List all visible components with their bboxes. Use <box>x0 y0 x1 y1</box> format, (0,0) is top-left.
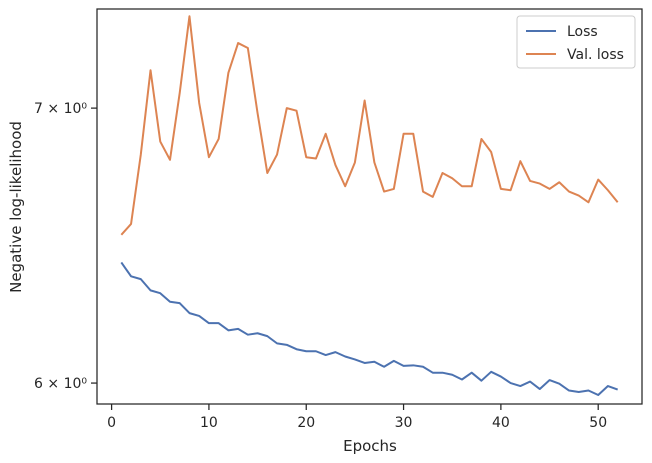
x-tick-label: 40 <box>492 415 510 431</box>
x-axis-ticks: 0 10 20 30 40 50 <box>107 404 607 431</box>
x-tick-label: 30 <box>395 415 413 431</box>
x-tick-label: 20 <box>297 415 315 431</box>
legend-label-val-loss: Val. loss <box>567 47 624 63</box>
x-tick-label: 50 <box>589 415 607 431</box>
plot-lines <box>120 15 619 396</box>
legend: Loss Val. loss <box>516 15 636 69</box>
y-tick-label: 6 × 10⁰ <box>34 376 87 392</box>
x-tick-label: 0 <box>107 415 116 431</box>
legend-label-loss: Loss <box>567 24 598 40</box>
plot-frame <box>96 8 643 405</box>
x-tick-label: 10 <box>200 415 218 431</box>
x-axis-label: Epochs <box>343 437 397 455</box>
y-axis-label: Negative log-likelihood <box>7 121 25 293</box>
y-axis-ticks: 6 × 10⁰ 7 × 10⁰ <box>34 101 97 392</box>
series-line-loss <box>120 261 619 396</box>
series-line-val-loss <box>120 15 619 236</box>
y-tick-label: 7 × 10⁰ <box>34 101 87 117</box>
